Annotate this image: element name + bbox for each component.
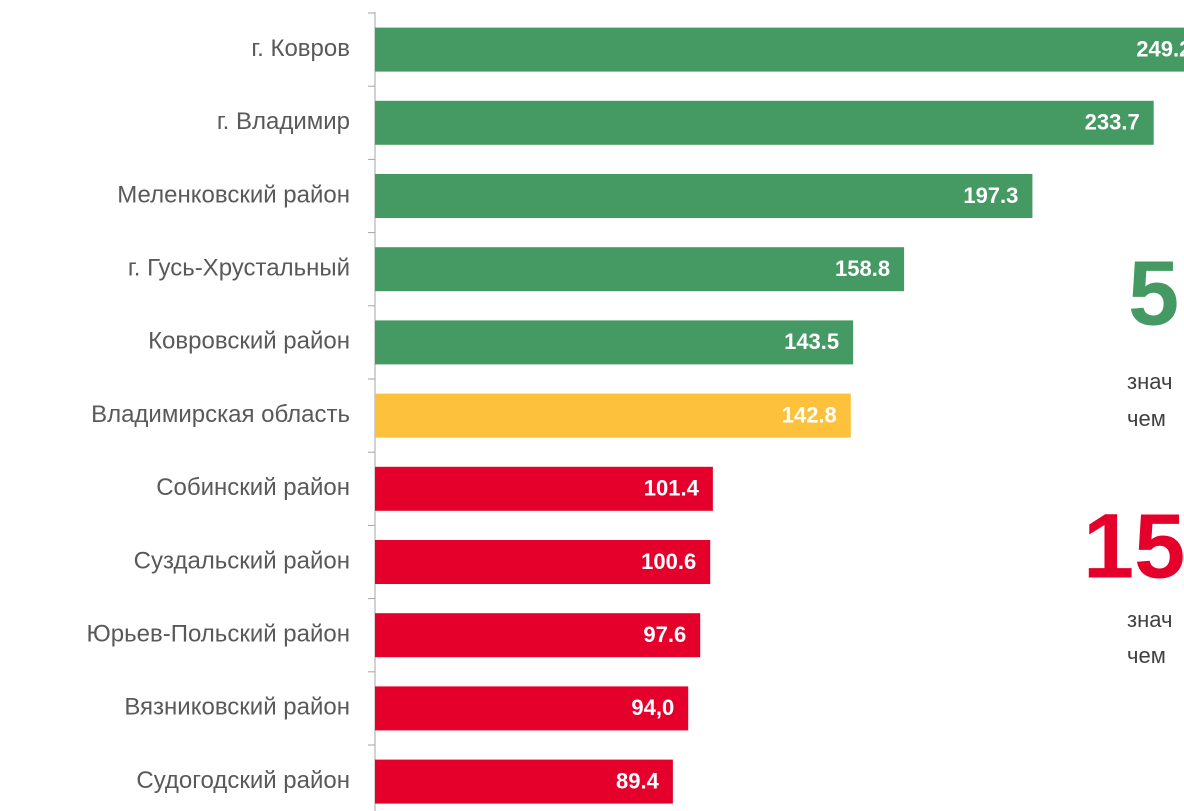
annotation: знач — [1127, 369, 1172, 394]
category-label: Ковровский район — [148, 328, 350, 355]
bar — [375, 393, 851, 438]
category-label: г. Гусь-Хрустальный — [128, 255, 350, 282]
annotation: 15 — [1083, 495, 1184, 597]
category-label: г. Владимир — [217, 108, 350, 135]
category-label: Юрьев-Польский район — [87, 621, 350, 648]
value-label: 94,0 — [631, 695, 674, 720]
value-label: 89.4 — [616, 768, 660, 793]
value-label: 101.4 — [644, 476, 700, 501]
value-label: 142.8 — [782, 402, 837, 427]
bar — [375, 686, 689, 731]
annotation: чем — [1127, 643, 1166, 668]
bar — [375, 540, 711, 584]
annotation: чем — [1127, 406, 1166, 431]
value-label: 249.2 — [1136, 36, 1184, 61]
bar — [375, 466, 713, 511]
value-label: 100.6 — [641, 549, 696, 574]
annotation: 5 — [1128, 242, 1179, 344]
category-label: Вязниковский район — [124, 694, 350, 721]
bar — [375, 320, 854, 365]
bar — [375, 100, 1154, 145]
category-label: г. Ковров — [251, 35, 350, 62]
bar — [375, 27, 1184, 72]
bar — [375, 174, 1033, 218]
value-label: 197.3 — [963, 183, 1018, 208]
category-label: Меленковский район — [117, 181, 350, 208]
value-label: 158.8 — [835, 256, 890, 281]
annotation: знач — [1127, 607, 1172, 632]
category-label: Собинский район — [156, 474, 350, 501]
bar — [375, 247, 905, 292]
value-label: 143.5 — [784, 329, 839, 354]
category-label: Владимирская область — [91, 401, 350, 428]
value-label: 97.6 — [643, 622, 686, 647]
bar — [375, 613, 701, 658]
bar — [375, 759, 673, 804]
category-label: Суздальский район — [134, 547, 350, 574]
value-label: 233.7 — [1085, 110, 1140, 135]
category-label: Судогодский район — [136, 767, 350, 794]
